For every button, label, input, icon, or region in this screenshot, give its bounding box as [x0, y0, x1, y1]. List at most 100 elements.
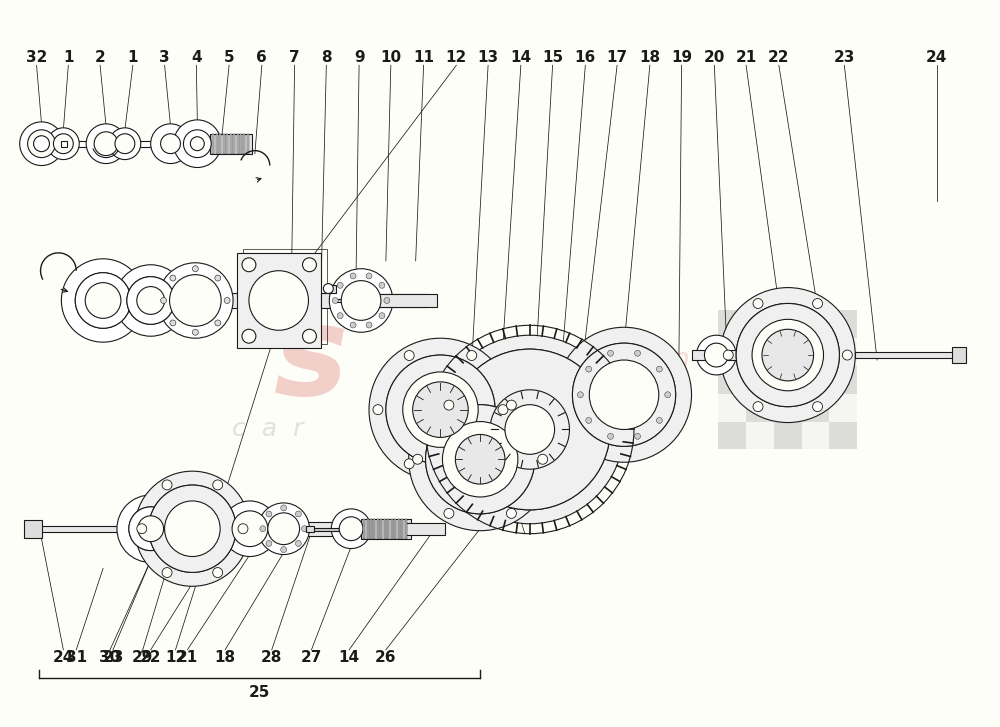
Bar: [746, 422, 774, 449]
Circle shape: [608, 350, 614, 356]
Text: 9: 9: [354, 50, 364, 65]
Circle shape: [449, 349, 610, 510]
Text: 27: 27: [301, 650, 322, 665]
Text: 13: 13: [478, 50, 499, 65]
Circle shape: [350, 322, 356, 328]
Circle shape: [341, 281, 381, 321]
Bar: [219, 134, 221, 153]
Bar: [133, 522, 381, 536]
Text: 11: 11: [413, 50, 434, 65]
Circle shape: [242, 329, 256, 343]
Circle shape: [28, 130, 55, 158]
Circle shape: [723, 350, 733, 360]
Text: s: s: [599, 417, 612, 441]
Bar: [233, 134, 235, 153]
Circle shape: [213, 568, 223, 577]
Text: 12: 12: [165, 650, 186, 665]
Circle shape: [337, 313, 343, 318]
Circle shape: [323, 284, 333, 294]
Circle shape: [222, 501, 278, 556]
Circle shape: [736, 303, 839, 406]
Circle shape: [20, 122, 63, 166]
Circle shape: [158, 262, 233, 338]
Circle shape: [34, 136, 49, 152]
Bar: [718, 422, 746, 449]
Text: 18: 18: [639, 50, 660, 65]
Text: 6: 6: [256, 50, 267, 65]
Circle shape: [129, 507, 173, 550]
Bar: [361, 519, 411, 539]
Bar: [829, 310, 857, 338]
Circle shape: [586, 366, 592, 372]
Circle shape: [350, 273, 356, 279]
Text: 7: 7: [289, 50, 300, 65]
Bar: [718, 366, 746, 394]
Circle shape: [720, 288, 855, 422]
Bar: [237, 253, 321, 348]
Circle shape: [115, 265, 186, 336]
Bar: [380, 519, 382, 539]
Circle shape: [444, 508, 454, 518]
Circle shape: [842, 350, 852, 360]
Circle shape: [129, 507, 173, 550]
Circle shape: [386, 355, 495, 465]
Bar: [321, 292, 371, 308]
Circle shape: [332, 297, 338, 303]
Circle shape: [161, 297, 167, 303]
Bar: [230, 134, 232, 153]
Circle shape: [170, 275, 176, 281]
FancyArrowPatch shape: [256, 177, 261, 182]
Circle shape: [557, 327, 692, 462]
Circle shape: [224, 297, 230, 303]
Text: 21: 21: [735, 50, 757, 65]
Text: 21: 21: [177, 650, 198, 665]
Circle shape: [127, 277, 175, 324]
Circle shape: [505, 405, 555, 454]
Circle shape: [329, 269, 393, 332]
FancyArrowPatch shape: [61, 288, 67, 292]
Bar: [115, 141, 165, 147]
Bar: [774, 338, 802, 366]
Bar: [39, 526, 133, 531]
Text: 1: 1: [63, 50, 74, 65]
Circle shape: [165, 501, 220, 556]
Bar: [363, 519, 365, 539]
Bar: [210, 134, 252, 153]
Bar: [378, 294, 428, 308]
Text: 8: 8: [321, 50, 332, 65]
Bar: [373, 519, 375, 539]
Circle shape: [149, 485, 236, 572]
Circle shape: [268, 513, 300, 545]
Bar: [367, 519, 369, 539]
Circle shape: [94, 132, 118, 156]
Circle shape: [192, 329, 198, 335]
Circle shape: [281, 505, 287, 511]
Circle shape: [249, 270, 308, 330]
Circle shape: [151, 124, 190, 164]
Circle shape: [506, 400, 516, 410]
Circle shape: [467, 459, 477, 469]
Bar: [405, 519, 407, 539]
Circle shape: [635, 433, 641, 439]
Circle shape: [753, 402, 763, 411]
Bar: [391, 519, 393, 539]
Circle shape: [404, 459, 414, 469]
Circle shape: [135, 471, 250, 586]
Circle shape: [192, 266, 198, 272]
Bar: [93, 292, 292, 308]
Circle shape: [47, 128, 79, 159]
Circle shape: [53, 134, 73, 153]
Text: 5: 5: [224, 50, 234, 65]
Text: 24: 24: [926, 50, 947, 65]
Circle shape: [373, 405, 383, 414]
Circle shape: [190, 137, 204, 150]
Bar: [692, 350, 791, 360]
Bar: [746, 338, 774, 366]
Circle shape: [138, 516, 164, 542]
Bar: [336, 299, 356, 302]
Circle shape: [752, 319, 824, 391]
Circle shape: [215, 275, 221, 281]
Bar: [212, 134, 214, 153]
Circle shape: [161, 134, 180, 153]
Bar: [952, 347, 966, 363]
